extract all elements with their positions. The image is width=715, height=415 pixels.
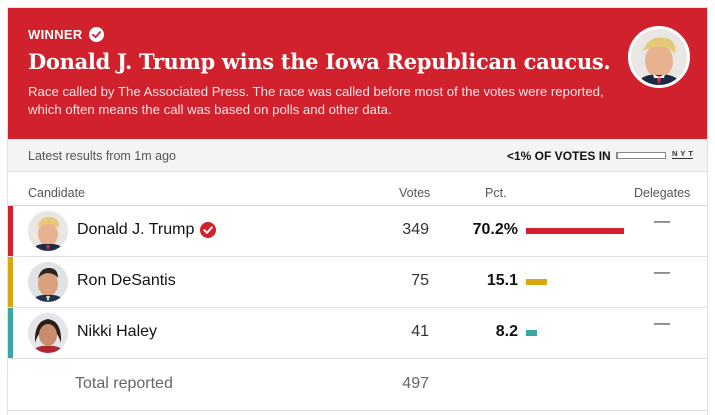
votes-in-progress-bar <box>616 152 666 159</box>
race-call-note: Race called by The Associated Press. The… <box>28 84 604 117</box>
column-header-candidate: Candidate <box>28 186 85 200</box>
latest-results-timestamp: Latest results from 1m ago <box>28 149 176 163</box>
candidate-name: Ron DeSantis <box>77 272 176 290</box>
winner-banner: WINNER Donald J. Trump wins the Iowa Rep… <box>8 8 707 139</box>
column-header-votes: Votes <box>399 186 431 200</box>
candidate-name-text: Ron DeSantis <box>77 272 176 289</box>
candidate-delegates: — <box>654 264 670 281</box>
candidate-color-strip <box>8 206 13 256</box>
check-circle-icon <box>200 222 217 238</box>
table-header-divider <box>8 205 707 206</box>
candidate-name-text: Nikki Haley <box>77 323 158 340</box>
winner-avatar <box>628 26 690 88</box>
source-logo: N Y T <box>672 149 694 159</box>
candidate-votes: 41 <box>411 323 429 340</box>
delegates-value: — <box>654 213 670 230</box>
results-widget: WINNER Donald J. Trump wins the Iowa Rep… <box>7 7 708 415</box>
delegates-value: — <box>654 264 670 281</box>
check-circle-icon <box>88 27 104 42</box>
candidate-pct: 70.2% <box>472 221 518 238</box>
candidate-color-strip <box>8 308 13 358</box>
delegates-value: — <box>654 315 670 332</box>
candidate-name-text: Donald J. Trump <box>77 221 195 238</box>
pct-bar <box>526 330 538 336</box>
winner-label: WINNER <box>28 27 83 42</box>
candidate-portrait-icon <box>28 313 68 353</box>
candidate-votes: 349 <box>402 221 429 238</box>
pct-bar <box>526 228 625 234</box>
candidate-pct: 15.1 <box>486 272 518 289</box>
table-row: Nikki Haley 41 8.2 — <box>8 308 707 359</box>
status-bar: Latest results from 1m ago <1% OF VOTES … <box>8 139 707 172</box>
column-header-pct: Pct. <box>485 186 507 200</box>
avatar <box>28 262 68 302</box>
column-header-delegates: Delegates <box>634 186 691 200</box>
candidate-delegates: — <box>654 213 670 230</box>
total-row: Total reported 497 <box>8 360 707 411</box>
candidate-name: Donald J. Trump <box>77 221 217 239</box>
total-label: Total reported <box>75 375 173 392</box>
candidate-portrait-icon <box>631 29 687 85</box>
candidate-color-strip <box>8 257 13 307</box>
candidate-votes: 75 <box>411 272 429 289</box>
candidate-portrait-icon <box>28 262 68 302</box>
candidate-pct: 8.2 <box>495 323 518 340</box>
candidate-delegates: — <box>654 315 670 332</box>
candidate-name: Nikki Haley <box>77 323 157 341</box>
avatar <box>28 211 68 251</box>
avatar <box>28 313 68 353</box>
pct-bar <box>526 279 548 285</box>
headline: Donald J. Trump wins the Iowa Republican… <box>28 49 611 74</box>
table-row: Ron DeSantis 75 15.1 — <box>8 257 707 308</box>
total-votes: 497 <box>402 375 429 392</box>
candidate-portrait-icon <box>28 211 68 251</box>
winner-row: WINNER <box>28 27 104 42</box>
table-row: Donald J. Trump 349 70.2% — <box>8 206 707 257</box>
votes-in-label: <1% OF VOTES IN <box>507 149 611 163</box>
